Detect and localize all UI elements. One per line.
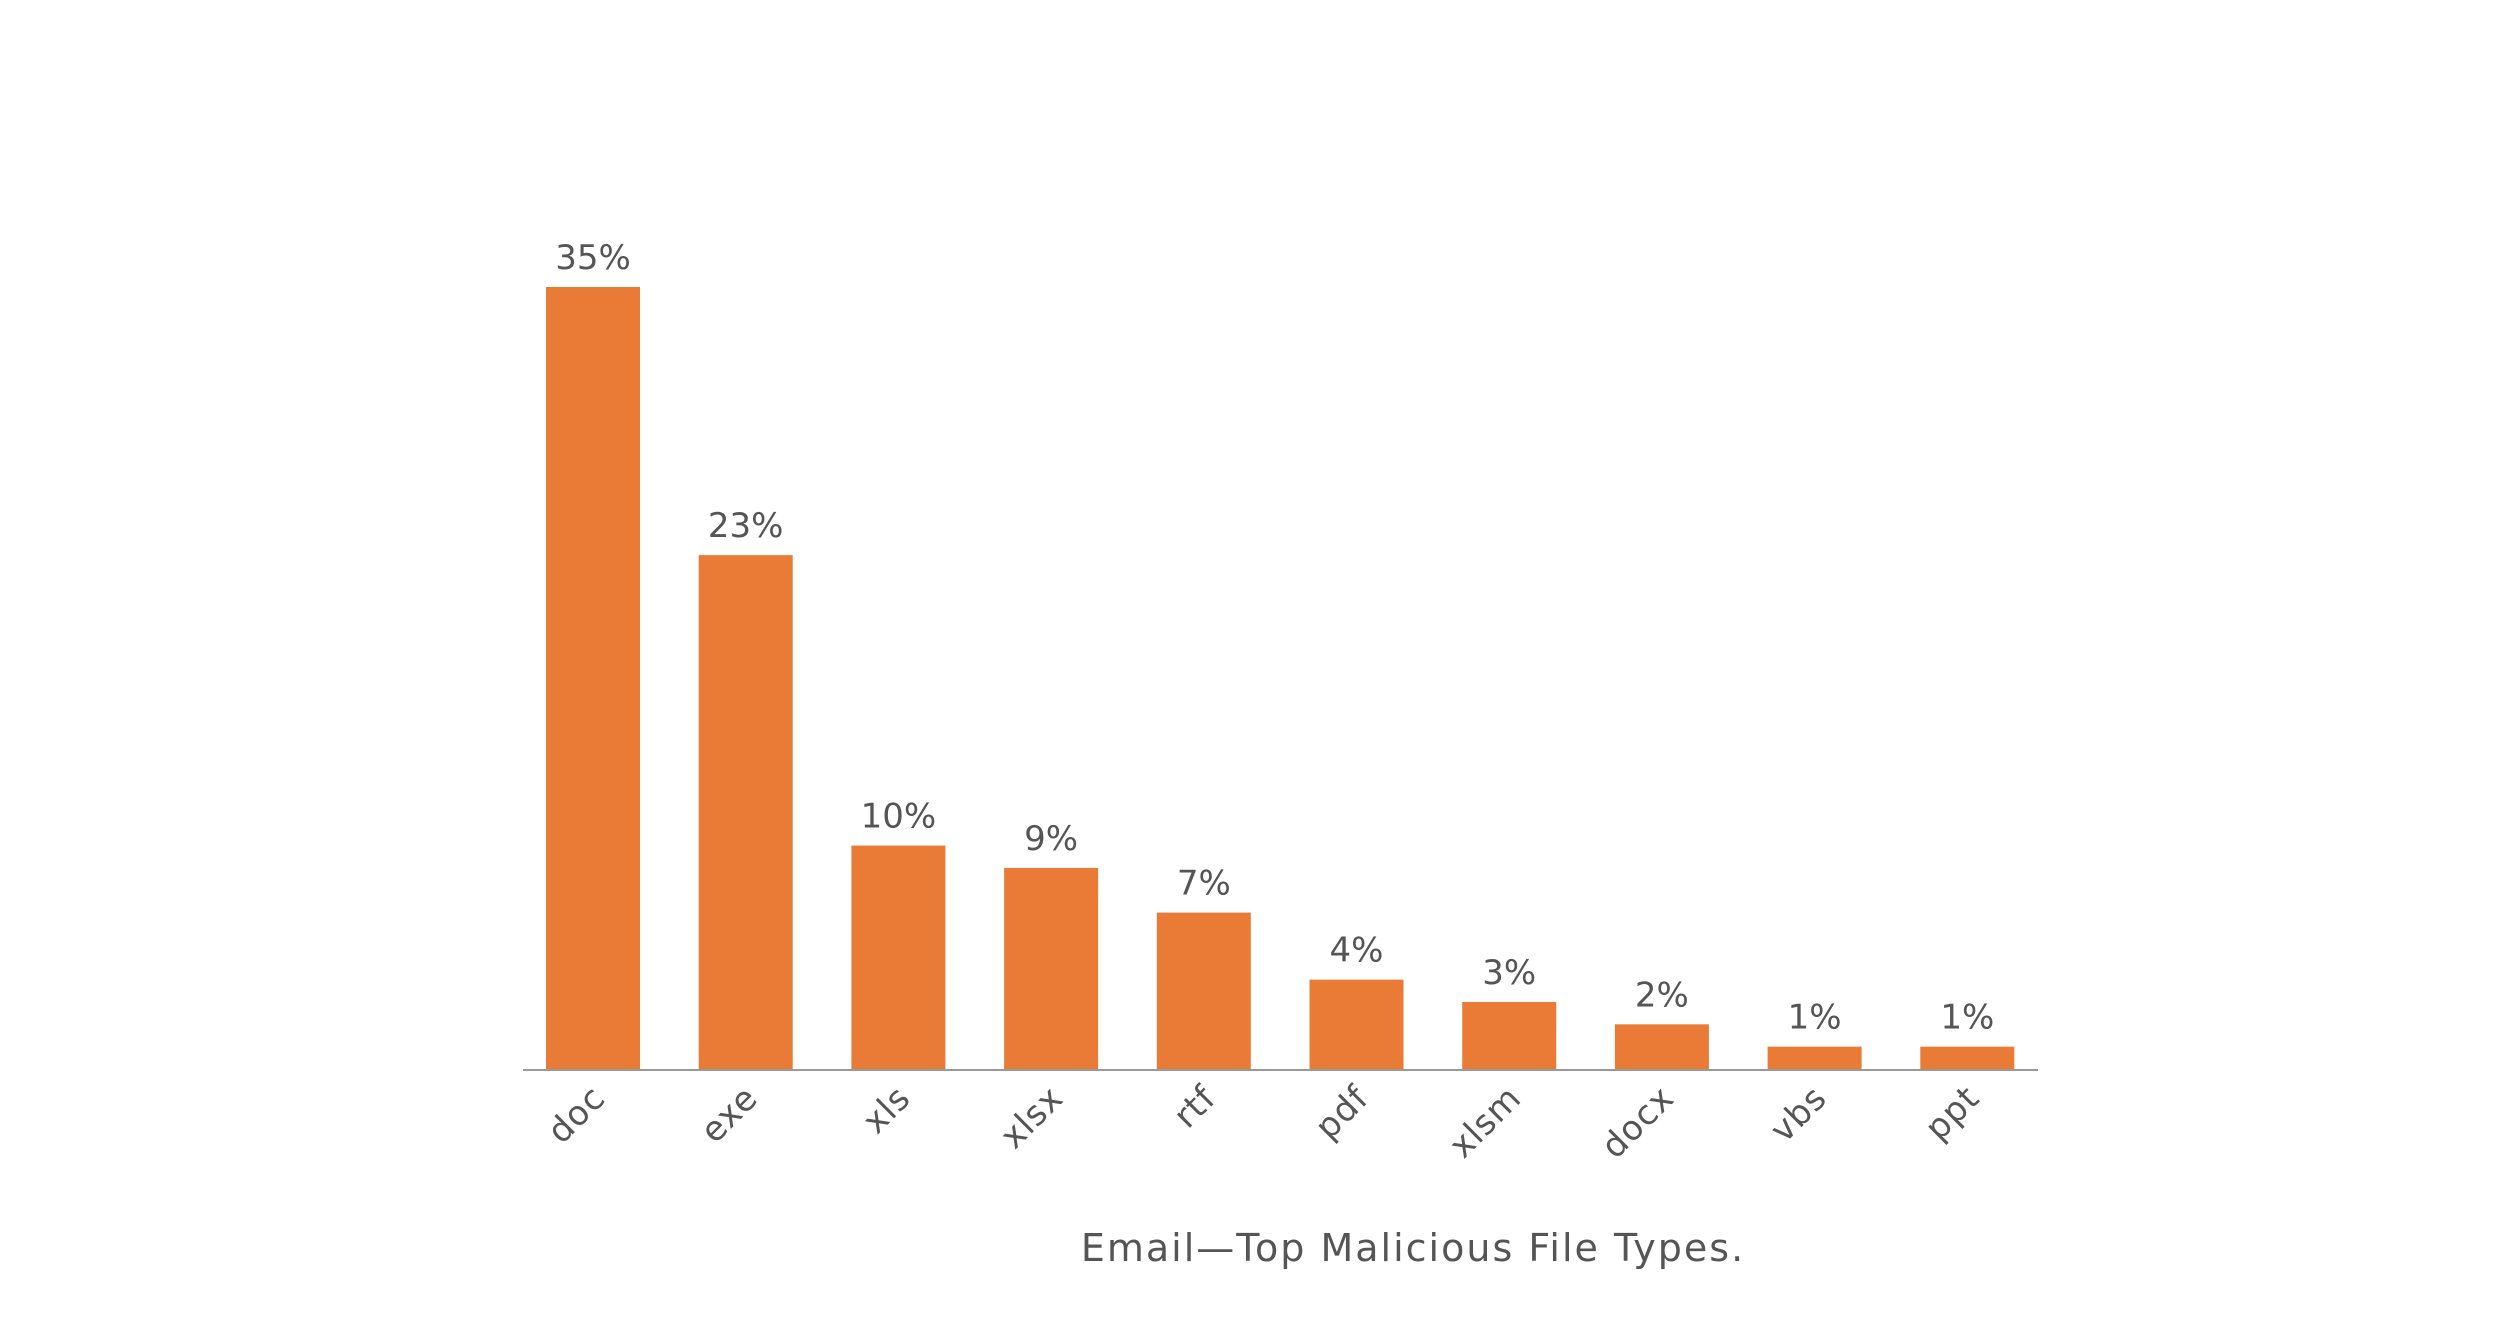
value-label: 23%: [708, 506, 784, 546]
x-tick-label: docx: [1594, 1078, 1683, 1167]
x-tick-label: exe: [693, 1078, 766, 1151]
x-tick-label: pdf: [1307, 1078, 1376, 1147]
bar: [1920, 1046, 2015, 1069]
bar: [1004, 867, 1099, 1069]
value-label: 2%: [1635, 975, 1689, 1015]
bar: [1767, 1046, 1862, 1069]
value-label: 4%: [1330, 931, 1384, 971]
value-label: 1%: [1940, 998, 1994, 1038]
bar: [1309, 979, 1404, 1069]
value-label: 1%: [1788, 998, 1842, 1038]
value-label: 35%: [555, 238, 631, 278]
x-tick-label: xlsm: [1442, 1078, 1530, 1166]
bar: [698, 555, 793, 1069]
x-tick-label: vbs: [1763, 1078, 1835, 1150]
x-tick-label: xls: [855, 1078, 919, 1142]
bar: [851, 845, 946, 1069]
x-tick-label: doc: [540, 1078, 614, 1152]
x-tick-label: xlsx: [993, 1078, 1072, 1157]
chart-title: Email—Top Malicious File Types.: [1081, 1226, 1745, 1270]
x-tick-label: rtf: [1166, 1078, 1224, 1136]
value-label: 9%: [1024, 819, 1078, 859]
value-label: 3%: [1482, 953, 1536, 993]
value-label: 10%: [861, 797, 937, 837]
bar: [1614, 1024, 1709, 1069]
bar: [1462, 1001, 1557, 1069]
value-label: 7%: [1177, 864, 1231, 904]
bar: [546, 287, 640, 1069]
bar: [1156, 912, 1251, 1069]
x-tick-label: ppt: [1917, 1078, 1987, 1148]
